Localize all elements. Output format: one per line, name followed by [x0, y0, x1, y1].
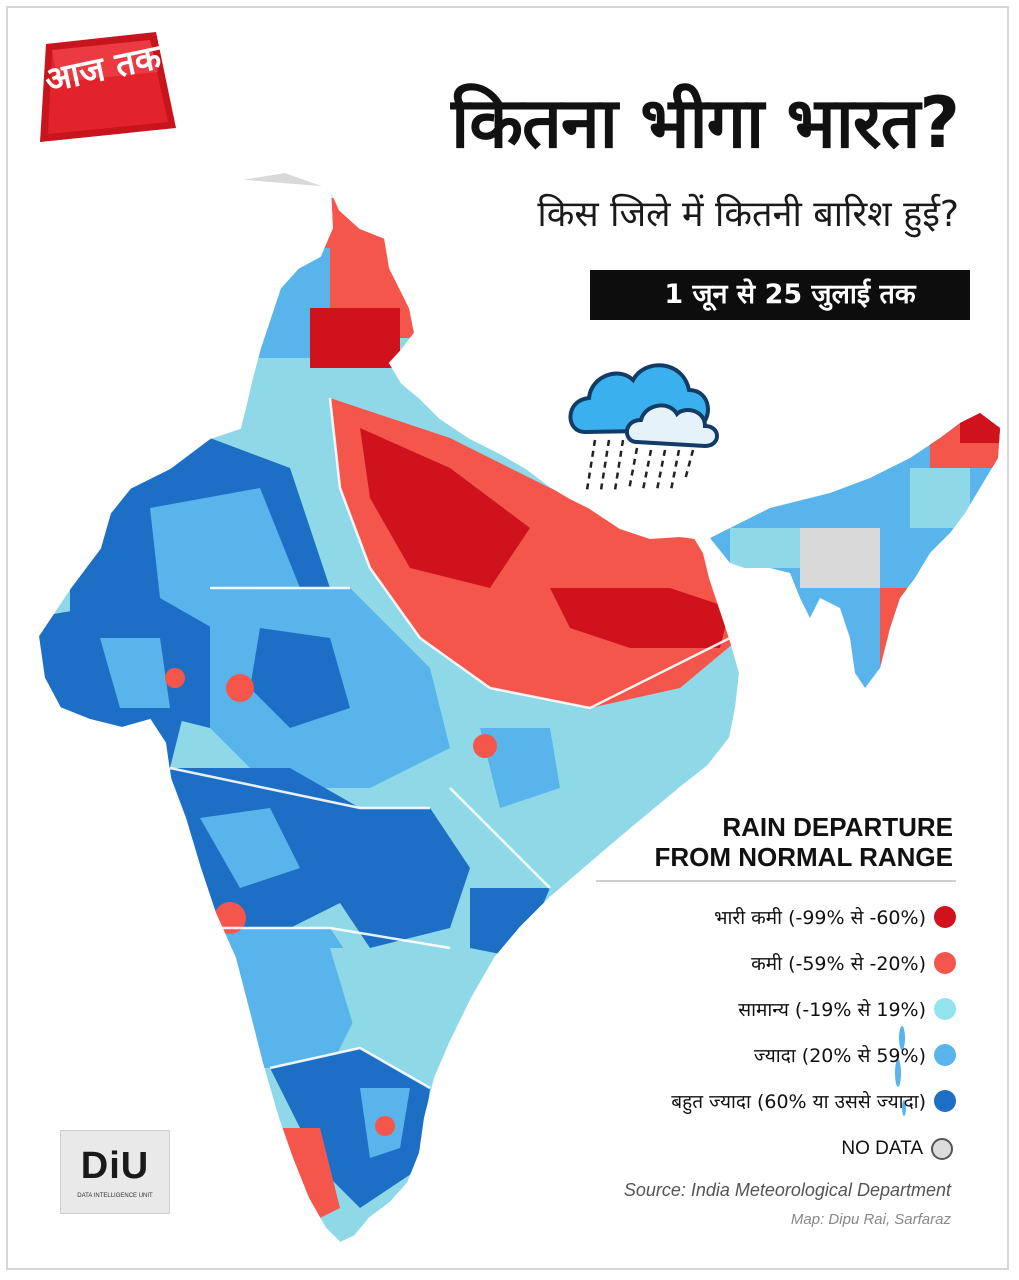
page-title: कितना भीगा भारत? [451, 82, 960, 164]
aaj-tak-logo [40, 32, 176, 142]
page-subtitle: किस जिले में कितनी बारिश हुई? [537, 194, 959, 235]
legend-label: कमी (-59% से -20%) [751, 953, 926, 975]
source-text: Source: India Meteorological Department [623, 1180, 951, 1200]
legend-swatch-large-excess [934, 1090, 956, 1112]
legend-divider [596, 880, 956, 882]
legend-swatch-deficit [934, 952, 956, 974]
india-rainfall-map [36, 170, 1000, 1245]
legend-title-line2: FROM NORMAL RANGE [654, 842, 953, 872]
diu-logo-subtext: DATA INTELLIGENCE UNIT [77, 1193, 153, 1199]
legend-item-deficit: कमी (-59% से -20%) [596, 940, 956, 986]
legend-title-line1: RAIN DEPARTURE [722, 812, 953, 842]
legend-label: भारी कमी (-99% से -60%) [714, 907, 926, 929]
legend-label: बहुत ज्यादा (60% या उससे ज्यादा) [671, 1091, 926, 1113]
legend-label: सामान्य (-19% से 19%) [738, 999, 926, 1021]
date-range-banner: 1 जून से 25 जुलाई तक [590, 270, 970, 320]
legend-swatch-excess [934, 1044, 956, 1066]
legend-swatch-normal [934, 998, 956, 1020]
no-data-swatch [931, 1138, 953, 1160]
credit-text: Map: Dipu Rai, Sarfaraz [790, 1211, 951, 1228]
diu-logo: DiU DATA INTELLIGENCE UNIT [60, 1130, 170, 1214]
legend-item-large-excess: बहुत ज्यादा (60% या उससे ज्यादा) [596, 1078, 956, 1124]
legend-swatch-severe-deficit [934, 906, 956, 928]
legend-item-severe-deficit: भारी कमी (-99% से -60%) [596, 894, 956, 940]
legend-item-normal: सामान्य (-19% से 19%) [596, 986, 956, 1032]
diu-logo-text: DiU [80, 1145, 150, 1187]
legend-label: ज्यादा (20% से 59%) [753, 1045, 926, 1067]
legend-item-excess: ज्यादा (20% से 59%) [596, 1032, 956, 1078]
map-legend: RAIN DEPARTURE FROM NORMAL RANGE भारी कम… [596, 812, 956, 1124]
rain-cloud-icon [568, 363, 719, 491]
page-frame [6, 6, 1009, 1270]
no-data-label: NO DATA [841, 1138, 923, 1159]
legend-no-data: NO DATA [841, 1138, 953, 1160]
